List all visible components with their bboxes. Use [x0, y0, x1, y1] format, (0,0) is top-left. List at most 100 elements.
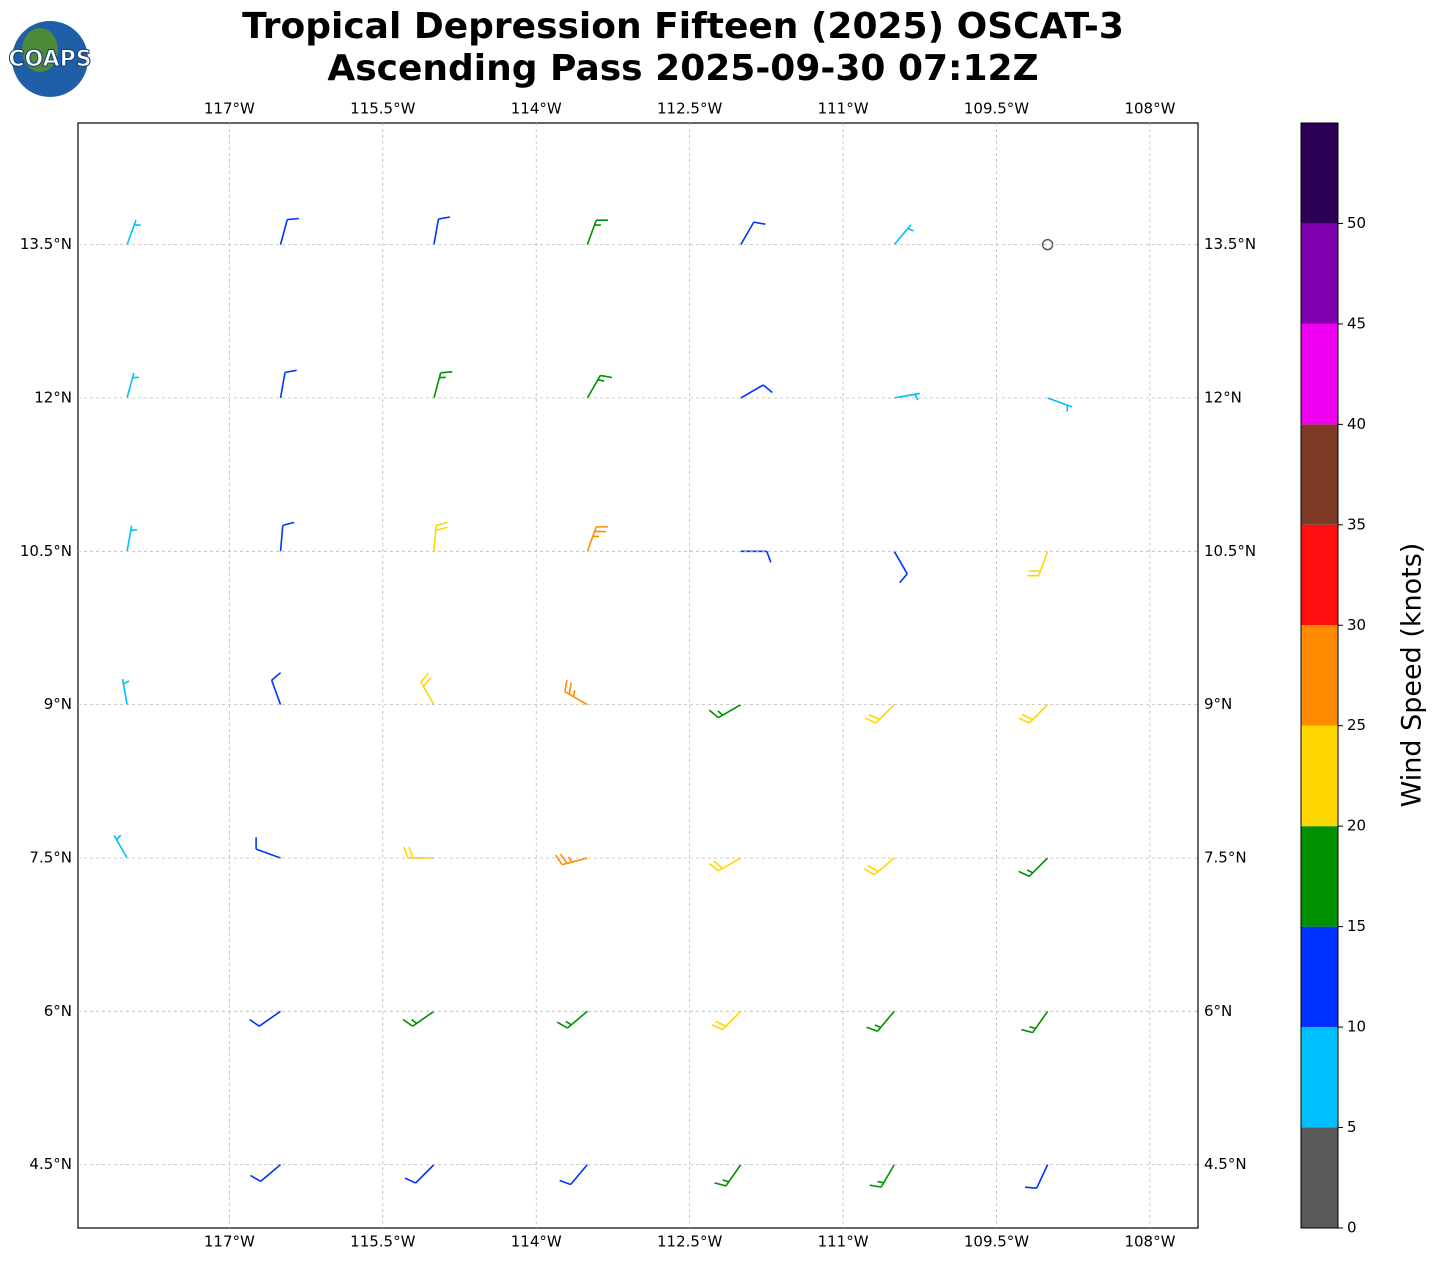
- wind-barb: [586, 374, 613, 399]
- colorbar-tick-label: 20: [1347, 817, 1366, 835]
- colorbar-tick-label: 50: [1347, 214, 1366, 232]
- wind-barb: [554, 853, 588, 866]
- wind-barb: [279, 217, 299, 245]
- plot-frame: [77, 122, 1199, 1229]
- wind-barb: [1018, 704, 1049, 724]
- y-tick-label: 9°N: [1204, 695, 1232, 713]
- wind-barb: [433, 216, 451, 245]
- colorbar-frame: [1300, 122, 1339, 1229]
- x-tick-label: 112.5°W: [657, 100, 722, 118]
- x-tick-label: 117°W: [204, 1233, 255, 1251]
- wind-barb: [126, 372, 139, 399]
- colorbar-tick-label: 5: [1347, 1118, 1357, 1136]
- x-tick-label: 115.5°W: [350, 100, 415, 118]
- y-tick-label: 7.5°N: [29, 848, 72, 866]
- wind-barb: [1021, 1010, 1049, 1034]
- wind-barb: [126, 525, 138, 552]
- y-tick-label: 4.5°N: [29, 1155, 72, 1173]
- wind-barb: [1027, 551, 1049, 577]
- y-tick-label: 6°N: [44, 1002, 72, 1020]
- colorbar-tick-label: 40: [1347, 415, 1366, 433]
- logo-text: COAPS: [8, 47, 91, 72]
- title-line: Ascending Pass 2025-09-30 07:12Z: [327, 48, 1038, 89]
- wind-barb: [279, 369, 297, 399]
- wind-barb: [404, 1164, 435, 1184]
- wind-barb: [249, 1010, 281, 1027]
- colorbar-segment: [1301, 223, 1338, 324]
- wind-barb: [121, 678, 130, 705]
- wind-barb: [279, 521, 295, 552]
- colorbar-segment: [1301, 323, 1338, 425]
- x-tick-label: 109.5°W: [964, 1233, 1029, 1251]
- y-tick-label: 12°N: [34, 388, 72, 406]
- colorbar-segment: [1301, 1027, 1338, 1128]
- wind-barb: [556, 1010, 588, 1029]
- wind-barb: [126, 219, 141, 245]
- wind-barb: [740, 384, 773, 399]
- wind-barb: [250, 1164, 282, 1183]
- title-line: Tropical Depression Fifteen (2025) OSCAT…: [242, 6, 1124, 47]
- wind-barb: [1024, 1164, 1049, 1189]
- wind-barb: [1047, 397, 1073, 412]
- colorbar-segment: [1301, 424, 1338, 525]
- colorbar-tick-label: 0: [1347, 1219, 1357, 1237]
- wind-barb: [1018, 857, 1049, 878]
- wind-barb: [586, 219, 608, 245]
- logo-land: [22, 28, 58, 72]
- colorbar-tick-label: 45: [1347, 314, 1366, 332]
- colorbar-tick-label: 30: [1347, 616, 1366, 634]
- wind-barb: [869, 1164, 895, 1188]
- x-tick-label: 114°W: [511, 100, 562, 118]
- colorbar-segment: [1301, 725, 1338, 827]
- wind-barb: [255, 837, 281, 859]
- colorbar-tick-label: 10: [1347, 1018, 1366, 1036]
- x-tick-label: 111°W: [818, 1233, 869, 1251]
- y-tick-label: 7.5°N: [1204, 848, 1247, 866]
- plot-area: [113, 216, 1073, 1189]
- colorbar-segment: [1301, 926, 1338, 1028]
- wind-barb: [740, 221, 766, 246]
- y-tick-label: 9°N: [44, 695, 72, 713]
- colorbar-tick-label: 25: [1347, 716, 1366, 734]
- wind-barb: [270, 672, 282, 705]
- colorbar-label: Wind Speed (knots): [1397, 543, 1428, 808]
- x-tick-label: 108°W: [1124, 100, 1175, 118]
- wind-barb: [714, 1164, 742, 1187]
- wind-barb: [564, 679, 588, 706]
- wind-barb: [559, 1164, 588, 1186]
- wind-barb: [433, 521, 448, 552]
- wind-barb: [893, 550, 908, 584]
- x-tick-label: 117°W: [204, 100, 255, 118]
- x-tick-label: 111°W: [818, 100, 869, 118]
- colorbar-tick-label: 35: [1347, 515, 1366, 533]
- wind-barb: [711, 1010, 742, 1031]
- colorbar-segment: [1301, 123, 1338, 224]
- y-tick-label: 10.5°N: [1204, 542, 1256, 560]
- x-tick-label: 108°W: [1124, 1233, 1175, 1251]
- y-tick-label: 13.5°N: [20, 235, 72, 253]
- colorbar-segment: [1301, 625, 1338, 726]
- wind-barb: [403, 846, 434, 859]
- wind-barb: [863, 857, 895, 876]
- x-tick-label: 114°W: [511, 1233, 562, 1251]
- y-tick-label: 6°N: [1204, 1002, 1232, 1020]
- y-tick-label: 4.5°N: [1204, 1155, 1247, 1173]
- wind-barb: [894, 392, 920, 401]
- wind-barb: [740, 550, 772, 563]
- y-tick-label: 10.5°N: [20, 542, 72, 560]
- x-tick-label: 109.5°W: [964, 100, 1029, 118]
- wind-barb: [708, 703, 742, 719]
- colorbar-segment: [1301, 524, 1338, 626]
- wind-barb: [402, 1010, 435, 1027]
- y-tick-label: 12°N: [1204, 388, 1242, 406]
- wind-barb: [893, 224, 914, 246]
- x-tick-label: 112.5°W: [657, 1233, 722, 1251]
- colorbar-segment: [1301, 1127, 1338, 1228]
- wind-barb: [708, 857, 742, 872]
- wind-barb: [420, 672, 435, 706]
- y-tick-label: 13.5°N: [1204, 235, 1256, 253]
- colorbar-segment: [1301, 826, 1338, 927]
- wind-barb: [864, 704, 895, 724]
- wind-barb: [113, 834, 128, 859]
